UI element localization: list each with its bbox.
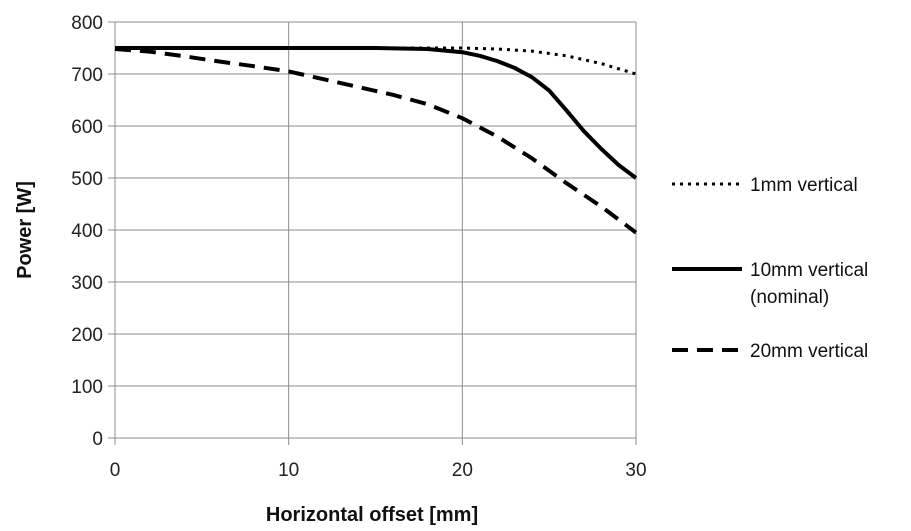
axes (108, 21, 637, 445)
series-line-2 (115, 46, 638, 180)
x-tick-label: 10 (278, 460, 299, 481)
y-tick-label: 300 (71, 273, 103, 294)
y-tick-label: 200 (71, 325, 103, 346)
y-tick-label: 0 (92, 429, 103, 450)
series-line-3 (114, 47, 638, 235)
legend: 1mm vertical 10mm vertical (nominal) 20mm v… (672, 175, 868, 362)
x-axis-title: Horizontal offset [mm] (266, 504, 478, 526)
x-tick-label: 20 (452, 460, 473, 481)
y-tick-label: 500 (71, 169, 103, 190)
x-tick-label: 30 (625, 460, 646, 481)
y-tick-label: 400 (71, 221, 103, 242)
x-tick-label: 0 (110, 460, 121, 481)
y-axis-title: Power [W] (14, 181, 36, 279)
tick-labels: 0 100 200 300 400 500 600 700 800 0 10 20 30 (71, 13, 646, 481)
series-line-1 (115, 46, 637, 76)
y-tick-label: 600 (71, 117, 103, 138)
legend-label-3: 20mm vertical (750, 341, 868, 362)
legend-label-2: 10mm vertical (750, 260, 868, 281)
y-tick-label: 800 (71, 13, 103, 34)
y-tick-label: 100 (71, 377, 103, 398)
grid-lines (115, 21, 637, 438)
series-lines (114, 46, 638, 235)
legend-label-2-line2: (nominal) (750, 287, 829, 308)
legend-label-1: 1mm vertical (750, 175, 858, 196)
y-tick-label: 700 (71, 65, 103, 86)
